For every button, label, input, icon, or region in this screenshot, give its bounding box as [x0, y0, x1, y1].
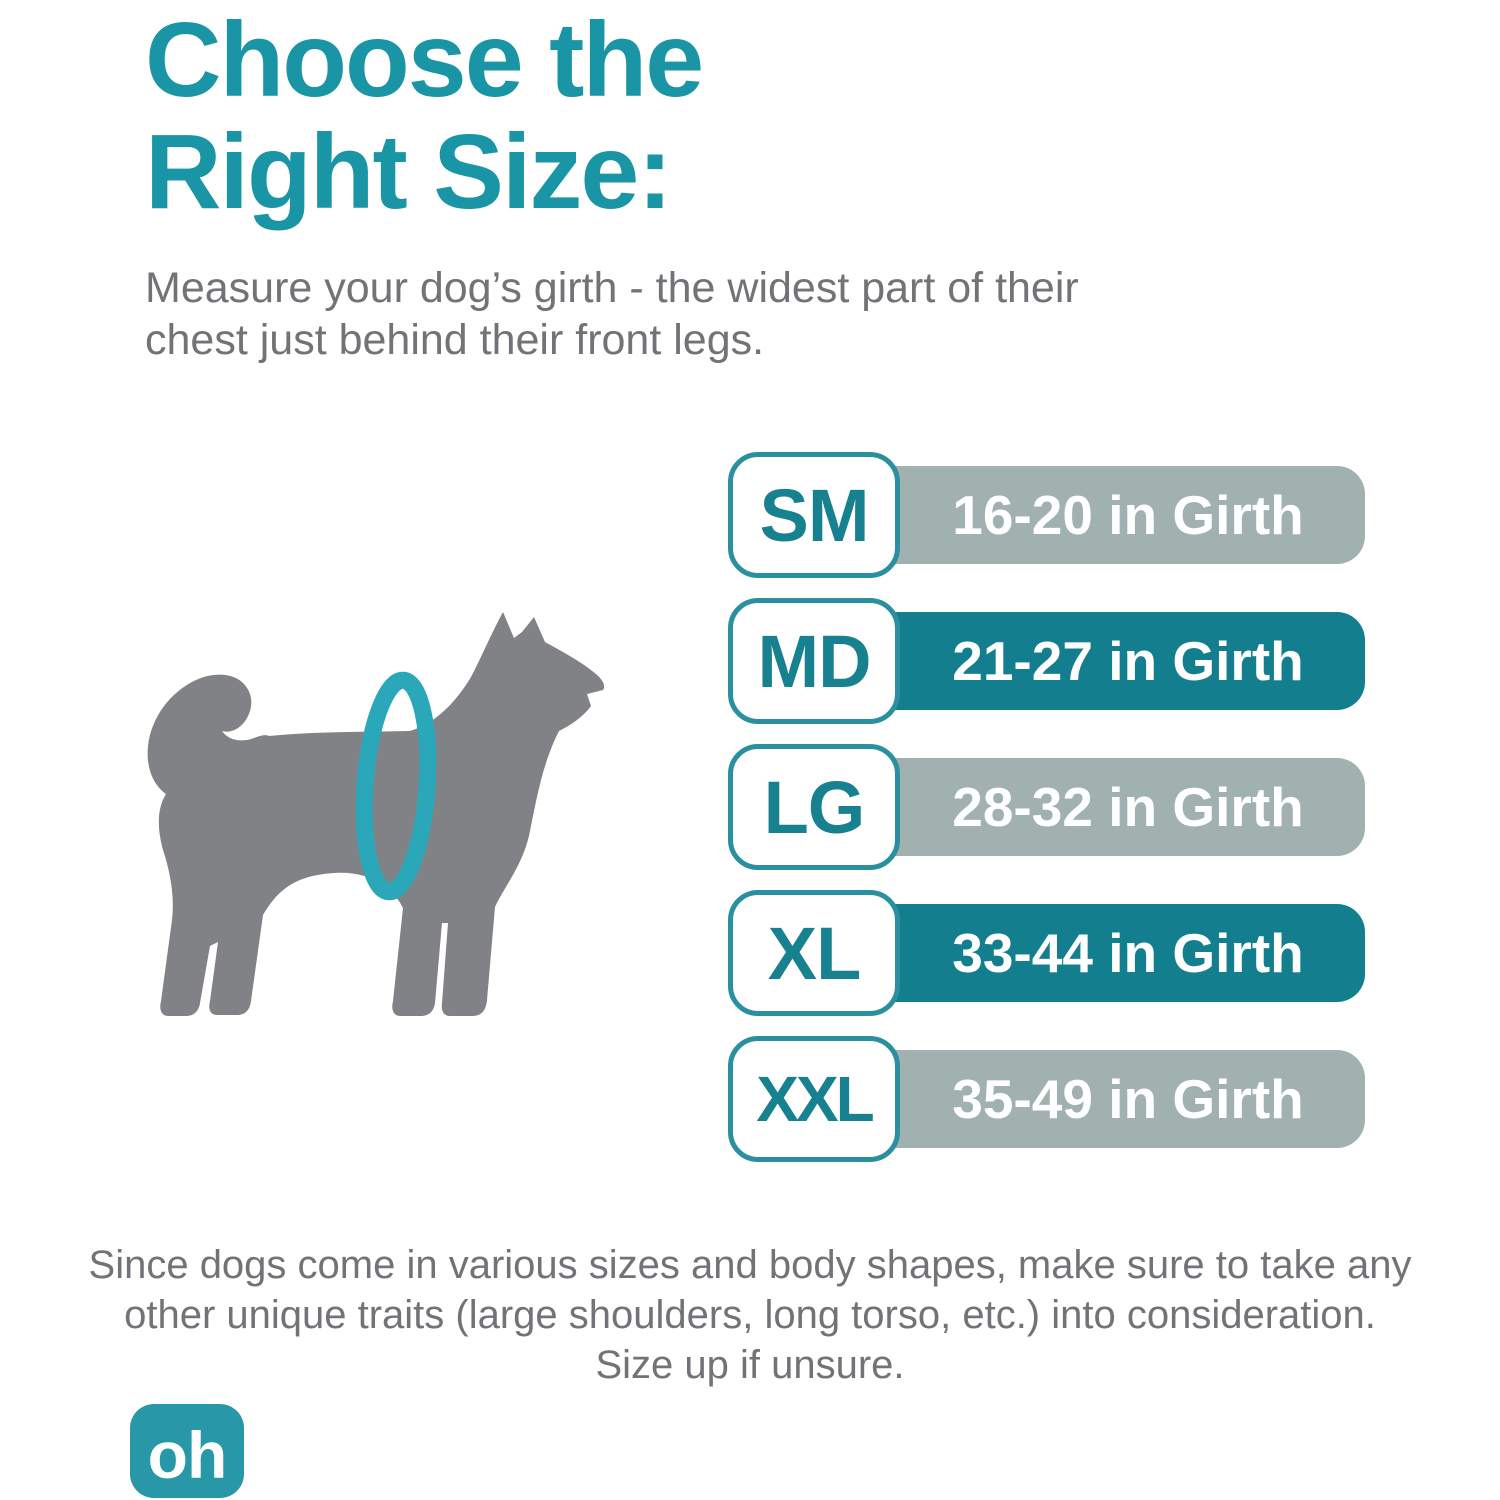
page-title-line-2: Right Size:	[145, 113, 673, 231]
size-label-sm: SM	[759, 473, 870, 557]
brand-logo: oh	[130, 1404, 244, 1498]
page-title: Choose the Right Size:	[145, 1, 704, 231]
page-title-line-1: Choose the	[145, 1, 704, 119]
girth-value-lg: 28-32 in Girth	[952, 776, 1304, 838]
measurement-instructions: Measure your dog’s girth - the widest pa…	[145, 262, 1079, 366]
size-badge-xl: XL	[728, 890, 900, 1016]
brand-logo-text: oh	[147, 1418, 228, 1492]
dog-silhouette-icon	[147, 612, 605, 1016]
size-row-xl: 33-44 in Girth XL	[728, 890, 1376, 1016]
size-badge-lg: LG	[728, 744, 900, 870]
size-label-lg: LG	[763, 765, 866, 849]
sizing-disclaimer-line-1: Since dogs come in various sizes and bod…	[88, 1243, 1412, 1287]
dog-body-shape	[147, 612, 605, 1016]
sizing-disclaimer-line-2: other unique traits (large shoulders, lo…	[124, 1293, 1376, 1337]
girth-value-sm: 16-20 in Girth	[952, 484, 1304, 546]
girth-bar-xl: 33-44 in Girth	[813, 904, 1365, 1002]
girth-bar-xxl: 35-49 in Girth	[813, 1050, 1365, 1148]
girth-value-xl: 33-44 in Girth	[952, 922, 1304, 984]
girth-bar-md: 21-27 in Girth	[813, 612, 1365, 710]
size-badge-sm: SM	[728, 452, 900, 578]
harness-girth-loop-icon	[355, 671, 437, 901]
size-label-xl: XL	[767, 911, 862, 995]
girth-value-md: 21-27 in Girth	[952, 630, 1304, 692]
measurement-instructions-line-1: Measure your dog’s girth - the widest pa…	[145, 264, 1079, 312]
size-row-sm: 16-20 in Girth SM	[728, 452, 1376, 578]
size-label-xxl: XXL	[756, 1063, 874, 1135]
size-row-md: 21-27 in Girth MD	[728, 598, 1376, 724]
measurement-instructions-line-2: chest just behind their front legs.	[145, 316, 765, 364]
sizing-disclaimer-line-3: Size up if unsure.	[595, 1343, 905, 1387]
size-badge-md: MD	[728, 598, 900, 724]
sizing-disclaimer: Since dogs come in various sizes and bod…	[0, 1240, 1500, 1390]
girth-bar-sm: 16-20 in Girth	[813, 466, 1365, 564]
girth-value-xxl: 35-49 in Girth	[952, 1068, 1304, 1130]
girth-bar-lg: 28-32 in Girth	[813, 758, 1365, 856]
dog-silhouette-illustration	[138, 590, 658, 1040]
size-badge-xxl: XXL	[728, 1036, 900, 1162]
size-row-xxl: 35-49 in Girth XXL	[728, 1036, 1376, 1162]
size-row-lg: 28-32 in Girth LG	[728, 744, 1376, 870]
size-label-md: MD	[757, 619, 871, 703]
